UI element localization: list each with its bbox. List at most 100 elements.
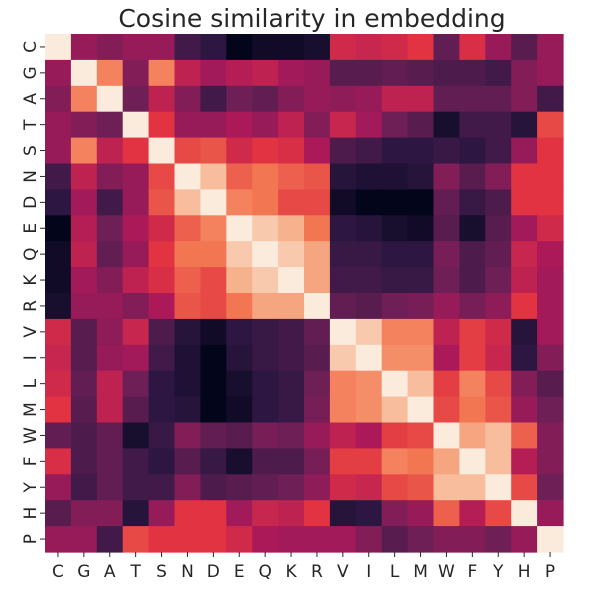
heatmap-cell-F-P — [537, 448, 564, 475]
heatmap-cell-P-C — [45, 526, 72, 553]
heatmap-cell-G-P — [537, 59, 564, 87]
heatmap-cell-Q-Q — [252, 241, 279, 268]
heatmap-cell-Q-D — [200, 241, 227, 268]
y-tick-label: R — [21, 300, 41, 312]
heatmap-cell-Q-P — [537, 241, 564, 268]
heatmap-cell-I-L — [381, 344, 409, 372]
heatmap-cell-S-K — [278, 137, 305, 165]
x-tick-label: G — [77, 562, 90, 582]
heatmap-cell-V-W — [433, 318, 460, 346]
heatmap-cell-M-R — [304, 396, 331, 424]
heatmap-cell-D-A — [96, 189, 124, 216]
heatmap-cell-H-E — [226, 500, 253, 527]
heatmap-cell-E-C — [45, 215, 72, 242]
heatmap-cell-A-G — [70, 85, 98, 113]
heatmap-cell-Y-K — [278, 474, 305, 501]
heatmap-cell-W-G — [70, 422, 98, 449]
x-tick-label: I — [366, 562, 371, 582]
heatmap-cell-M-F — [459, 396, 486, 424]
heatmap-cell-D-E — [226, 189, 253, 216]
heatmap-cell-M-Q — [252, 396, 279, 424]
heatmap-cell-L-M — [407, 370, 435, 398]
heatmap-cell-L-G — [70, 370, 98, 398]
heatmap-cell-F-G — [70, 448, 98, 475]
heatmap-cell-P-R — [304, 526, 331, 553]
heatmap-cell-D-Q — [252, 189, 279, 216]
heatmap-cell-P-H — [511, 526, 538, 553]
heatmap-cell-H-F — [459, 500, 486, 527]
heatmap-cell-P-I — [355, 526, 383, 553]
heatmap-cells — [45, 34, 564, 553]
heatmap-cell-K-T — [122, 267, 150, 294]
heatmap-cell-V-C — [45, 318, 72, 346]
x-tick-label: D — [207, 562, 220, 582]
heatmap-cell-E-R — [304, 215, 331, 242]
x-tick-label: M — [413, 562, 428, 582]
heatmap-cell-V-F — [459, 318, 486, 346]
heatmap-cell-L-W — [433, 370, 460, 398]
y-tick-label: Y — [21, 481, 41, 493]
heatmap-cell-I-P — [537, 344, 564, 372]
heatmap-cell-A-T — [122, 85, 150, 113]
heatmap-cell-A-D — [200, 85, 227, 113]
heatmap-cell-Y-E — [226, 474, 253, 501]
heatmap-cell-H-H — [511, 500, 538, 527]
heatmap-cell-G-L — [381, 59, 409, 87]
heatmap-cell-G-F — [459, 59, 486, 87]
heatmap-cell-F-A — [96, 448, 124, 475]
heatmap-cell-M-D — [200, 396, 227, 424]
y-tick-label: E — [21, 223, 41, 234]
heatmap-cell-F-C — [45, 448, 72, 475]
heatmap-cell-G-E — [226, 59, 253, 87]
heatmap-cell-H-A — [96, 500, 124, 527]
heatmap-cell-W-V — [329, 422, 357, 449]
heatmap-cell-I-H — [511, 344, 538, 372]
heatmap-cell-F-K — [278, 448, 305, 475]
heatmap-cell-N-Y — [485, 163, 512, 190]
heatmap-cell-I-S — [148, 344, 176, 372]
heatmap-cell-D-T — [122, 189, 150, 216]
heatmap-cell-L-H — [511, 370, 538, 398]
heatmap-cell-I-G — [70, 344, 98, 372]
heatmap-cell-E-M — [407, 215, 435, 242]
heatmap-cell-K-I — [355, 267, 383, 294]
heatmap-cell-Y-T — [122, 474, 150, 501]
heatmap-cell-I-K — [278, 344, 305, 372]
heatmap-cell-F-S — [148, 448, 176, 475]
heatmap-cell-C-F — [459, 34, 486, 61]
heatmap-cell-T-M — [407, 111, 435, 139]
heatmap-cell-W-D — [200, 422, 227, 449]
heatmap-cell-G-W — [433, 59, 460, 87]
heatmap-cell-R-E — [226, 293, 253, 320]
heatmap-cell-P-T — [122, 526, 150, 553]
heatmap-cell-M-C — [45, 396, 72, 424]
heatmap-cell-R-H — [511, 293, 538, 320]
heatmap-cell-V-M — [407, 318, 435, 346]
heatmap-cell-V-V — [329, 318, 357, 346]
x-tick-label: F — [467, 562, 477, 582]
heatmap-cell-H-N — [174, 500, 201, 527]
heatmap-cell-P-E — [226, 526, 253, 553]
heatmap-cell-V-E — [226, 318, 253, 346]
heatmap-cell-K-P — [537, 267, 564, 294]
heatmap-cell-A-R — [304, 85, 331, 113]
heatmap-cell-I-F — [459, 344, 486, 372]
heatmap-cell-G-I — [355, 59, 383, 87]
heatmap-cell-G-M — [407, 59, 435, 87]
y-tick-label: F — [21, 456, 41, 466]
heatmap-cell-V-A — [96, 318, 124, 346]
heatmap-cell-D-I — [355, 189, 383, 216]
heatmap-cell-Y-F — [459, 474, 486, 501]
heatmap-cell-L-K — [278, 370, 305, 398]
heatmap-cell-S-E — [226, 137, 253, 165]
y-tick-label: Q — [21, 247, 41, 260]
heatmap-cell-Q-K — [278, 241, 305, 268]
heatmap-cell-V-I — [355, 318, 383, 346]
heatmap-cell-P-F — [459, 526, 486, 553]
heatmap-cell-N-K — [278, 163, 305, 190]
y-tick-label: L — [21, 378, 41, 388]
heatmap-cell-I-E — [226, 344, 253, 372]
heatmap-cell-C-K — [278, 34, 305, 61]
heatmap-cell-W-R — [304, 422, 331, 449]
heatmap-cell-C-C — [45, 34, 72, 61]
